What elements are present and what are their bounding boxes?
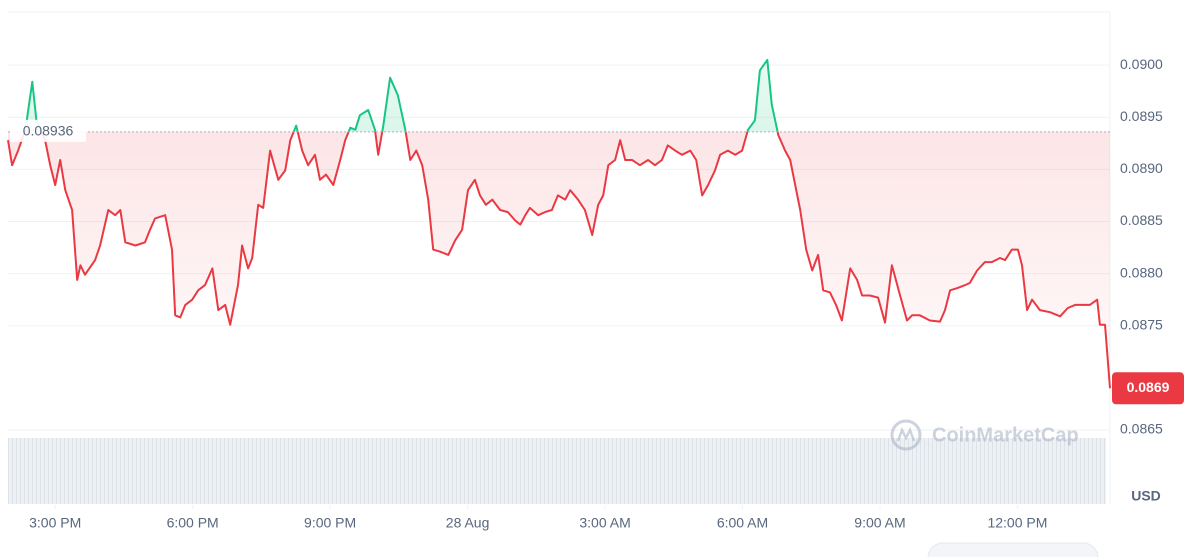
baseline-label-bg xyxy=(10,119,86,142)
x-tick-label: 6:00 AM xyxy=(717,515,768,531)
current-price-label: 0.0869 xyxy=(1127,379,1170,395)
x-tick-label: 12:00 PM xyxy=(987,515,1047,531)
baseline-label: 0.08936 xyxy=(23,123,74,139)
area-below xyxy=(8,131,1110,389)
scroll-pill xyxy=(927,542,1099,557)
watermark-logo-mark xyxy=(896,426,916,442)
price-line-down xyxy=(7,131,1111,389)
y-tick-label: 0.0880 xyxy=(1120,264,1163,280)
current-price-tag xyxy=(1112,372,1184,405)
area-above xyxy=(24,59,778,132)
watermark: CoinMarketCap xyxy=(890,419,1079,451)
watermark-text: CoinMarketCap xyxy=(932,424,1079,446)
y-tick-label: 0.0890 xyxy=(1120,160,1163,176)
y-tick-label: 0.0885 xyxy=(1120,212,1163,228)
x-tick-label: 3:00 PM xyxy=(29,515,81,531)
y-tick-label: 0.0895 xyxy=(1120,108,1163,124)
x-tick-label: 9:00 AM xyxy=(854,515,905,531)
x-tick-label: 6:00 PM xyxy=(167,515,219,531)
x-tick-label: 9:00 PM xyxy=(304,515,356,531)
x-tick-label: 28 Aug xyxy=(446,515,490,531)
watermark-logo xyxy=(890,419,922,451)
axis-unit: USD xyxy=(1131,488,1161,504)
y-tick-label: 0.0900 xyxy=(1120,56,1163,72)
y-tick-label: 0.0865 xyxy=(1120,421,1163,437)
x-tick-label: 3:00 AM xyxy=(579,515,630,531)
volume-area xyxy=(8,438,1106,504)
y-tick-label: 0.0875 xyxy=(1120,316,1163,332)
